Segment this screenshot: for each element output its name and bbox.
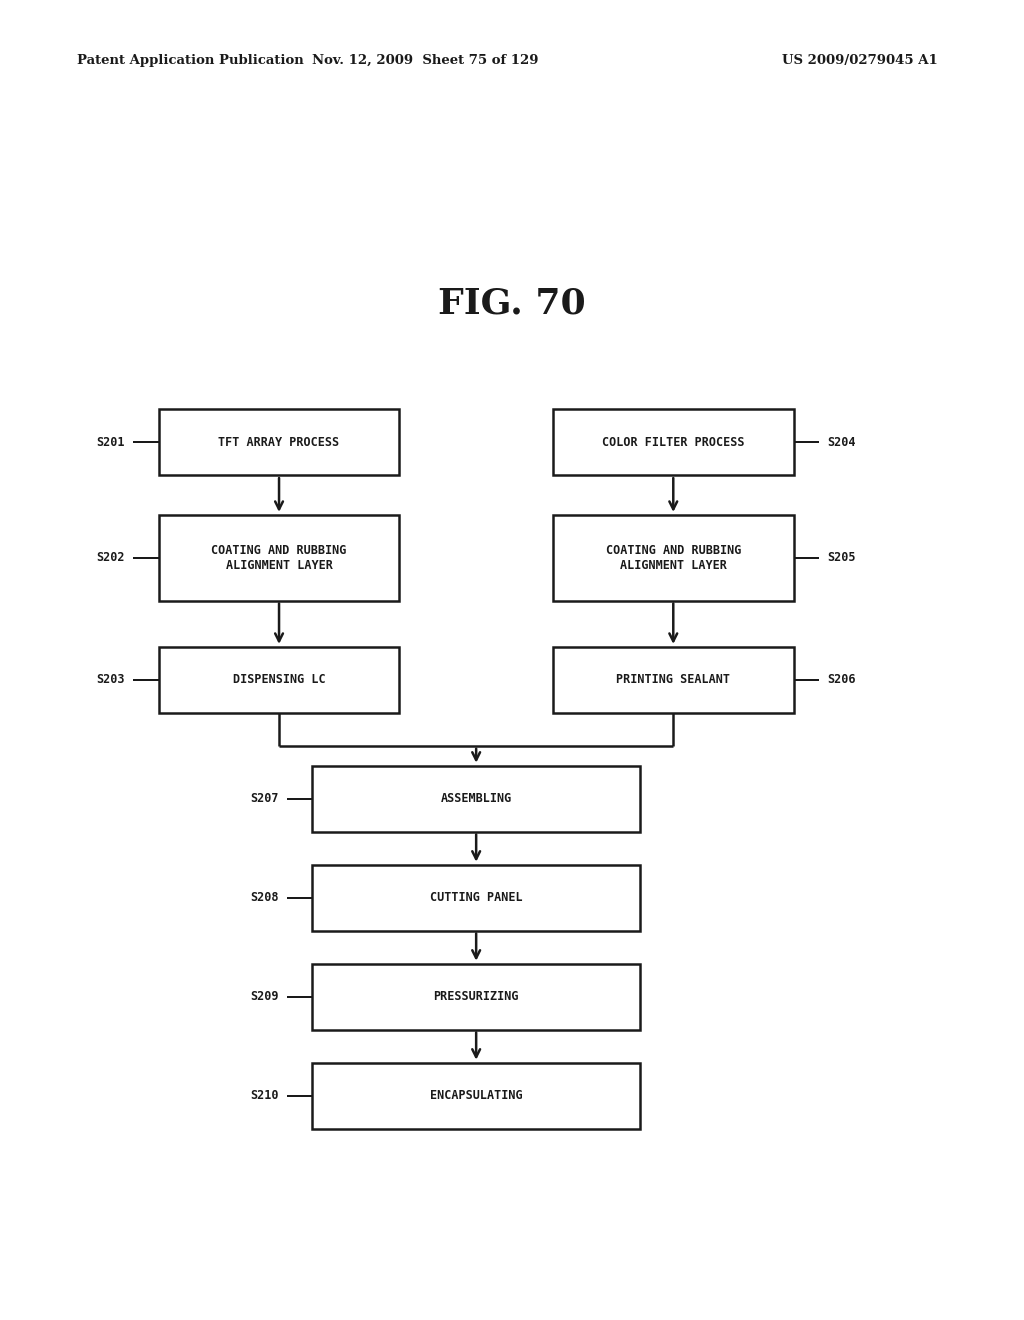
FancyBboxPatch shape xyxy=(159,647,399,713)
Text: TFT ARRAY PROCESS: TFT ARRAY PROCESS xyxy=(218,436,340,449)
FancyBboxPatch shape xyxy=(312,865,640,931)
Text: COATING AND RUBBING
ALIGNMENT LAYER: COATING AND RUBBING ALIGNMENT LAYER xyxy=(605,544,741,572)
Text: US 2009/0279045 A1: US 2009/0279045 A1 xyxy=(782,54,938,67)
FancyBboxPatch shape xyxy=(312,964,640,1030)
Text: Patent Application Publication: Patent Application Publication xyxy=(77,54,303,67)
Text: PRESSURIZING: PRESSURIZING xyxy=(433,990,519,1003)
Text: COLOR FILTER PROCESS: COLOR FILTER PROCESS xyxy=(602,436,744,449)
FancyBboxPatch shape xyxy=(553,409,794,475)
Text: COATING AND RUBBING
ALIGNMENT LAYER: COATING AND RUBBING ALIGNMENT LAYER xyxy=(211,544,347,572)
FancyBboxPatch shape xyxy=(553,515,794,601)
Text: S206: S206 xyxy=(827,673,856,686)
Text: S204: S204 xyxy=(827,436,856,449)
Text: S209: S209 xyxy=(250,990,279,1003)
FancyBboxPatch shape xyxy=(312,766,640,832)
Text: S208: S208 xyxy=(250,891,279,904)
Text: CUTTING PANEL: CUTTING PANEL xyxy=(430,891,522,904)
Text: ENCAPSULATING: ENCAPSULATING xyxy=(430,1089,522,1102)
Text: S205: S205 xyxy=(827,552,856,564)
Text: S210: S210 xyxy=(250,1089,279,1102)
Text: S201: S201 xyxy=(96,436,125,449)
Text: DISPENSING LC: DISPENSING LC xyxy=(232,673,326,686)
Text: S207: S207 xyxy=(250,792,279,805)
FancyBboxPatch shape xyxy=(159,409,399,475)
Text: FIG. 70: FIG. 70 xyxy=(438,286,586,321)
Text: S203: S203 xyxy=(96,673,125,686)
Text: Nov. 12, 2009  Sheet 75 of 129: Nov. 12, 2009 Sheet 75 of 129 xyxy=(311,54,539,67)
Text: PRINTING SEALANT: PRINTING SEALANT xyxy=(616,673,730,686)
FancyBboxPatch shape xyxy=(312,1063,640,1129)
Text: S202: S202 xyxy=(96,552,125,564)
FancyBboxPatch shape xyxy=(553,647,794,713)
Text: ASSEMBLING: ASSEMBLING xyxy=(440,792,512,805)
FancyBboxPatch shape xyxy=(159,515,399,601)
